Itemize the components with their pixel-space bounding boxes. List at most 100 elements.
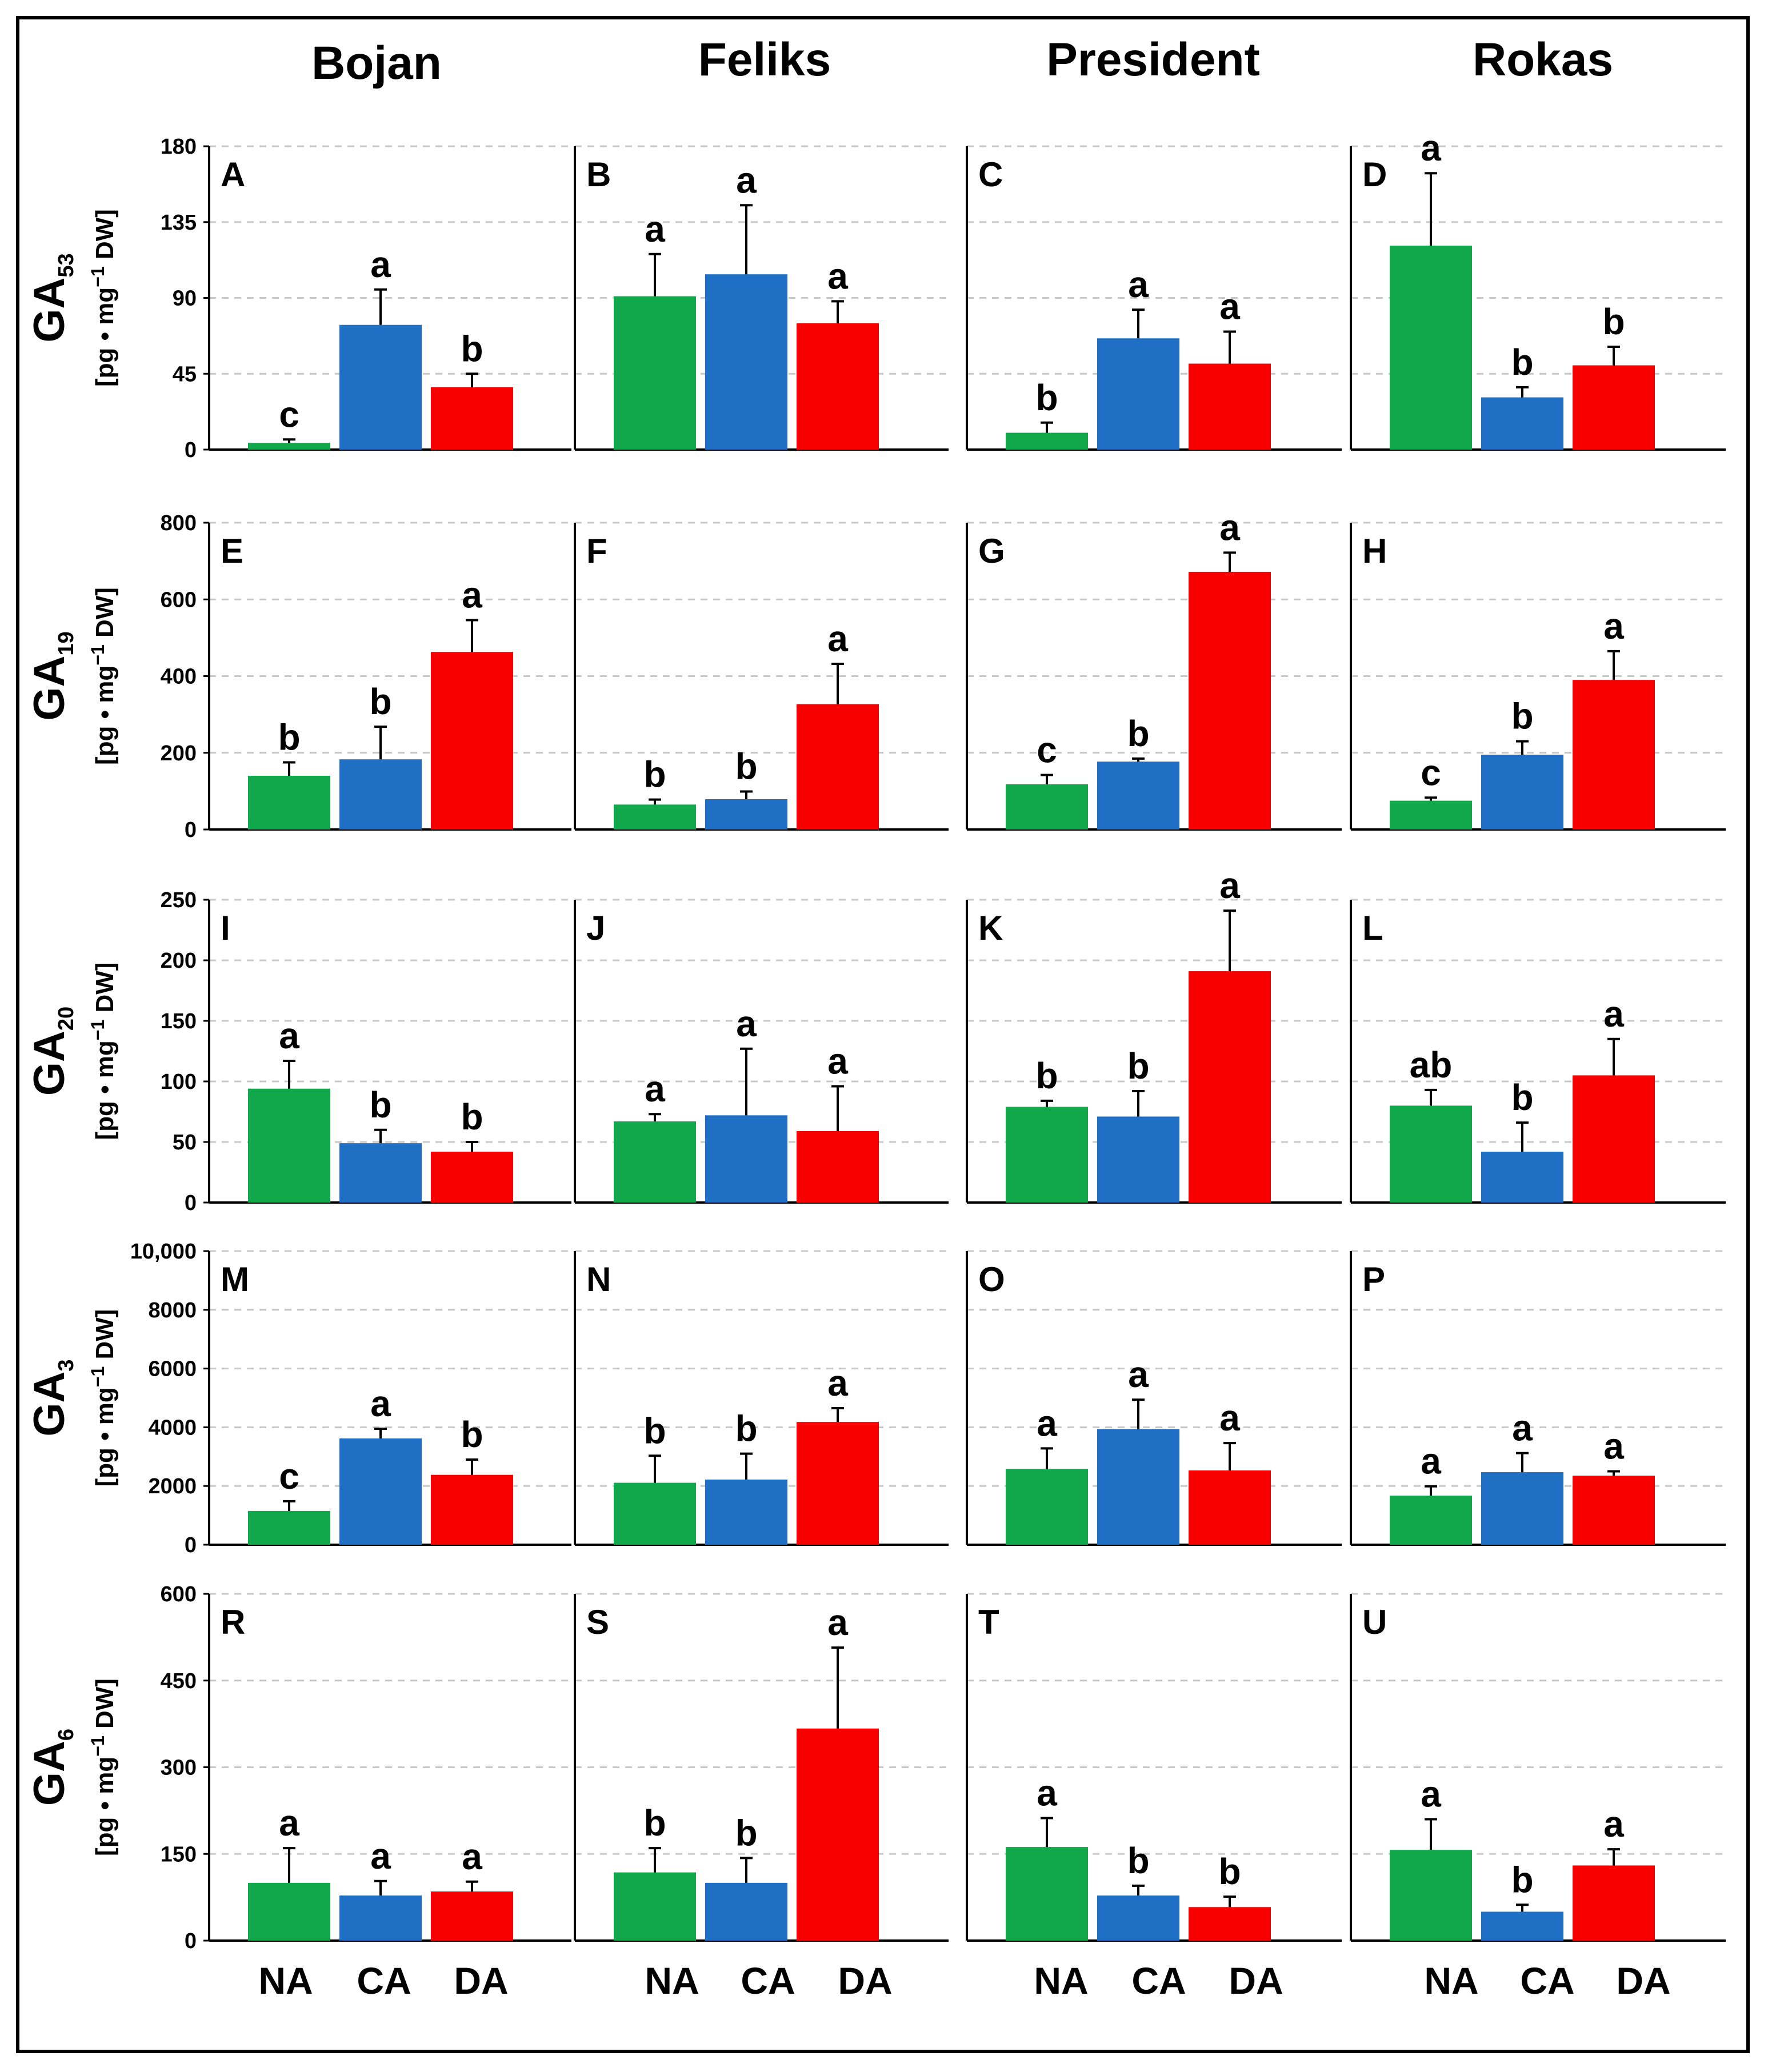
y-tick-label: 150 — [161, 1009, 197, 1033]
bar-da — [1189, 971, 1271, 1203]
y-tick-label: 0 — [185, 1191, 197, 1215]
bar-ca — [1481, 1911, 1563, 1941]
significance-letter: b — [461, 328, 483, 369]
panel-i: 0 50 100 150 200 250 Ia b b — [161, 888, 571, 1215]
bar-ca — [1097, 338, 1179, 450]
panel-s: Sb b a — [574, 1593, 949, 1942]
hormone-label: GA20 — [25, 1007, 78, 1096]
bar-ca — [1481, 1151, 1563, 1203]
hormone-label: GA3 — [25, 1359, 78, 1436]
x-label-president-da: DA — [1229, 1959, 1283, 2002]
significance-letter: a — [1421, 1441, 1441, 1482]
significance-letter: a — [827, 1040, 848, 1081]
bar-da — [431, 1891, 513, 1941]
significance-letter: a — [1421, 127, 1441, 169]
bar-ca — [1097, 1895, 1179, 1941]
significance-letter: b — [369, 681, 391, 722]
y-tick-label: 0 — [185, 438, 197, 462]
column-title-rokas: Rokas — [1473, 34, 1613, 86]
y-tick-label: 45 — [173, 362, 197, 386]
panel-letter: S — [586, 1603, 609, 1641]
significance-letter: b — [643, 754, 666, 795]
bar-ca — [1097, 1429, 1179, 1545]
bar-da — [797, 1422, 879, 1545]
panel-c: Cb a a — [966, 145, 1342, 451]
column-title-president: President — [1046, 34, 1260, 86]
bar-na — [614, 804, 696, 829]
panel-letter: P — [1362, 1260, 1385, 1298]
y-tick-label: 600 — [161, 1582, 197, 1606]
bar-da — [797, 323, 879, 450]
panel-t: Ta b b — [966, 1593, 1342, 1942]
panel-letter: B — [586, 155, 611, 194]
unit-label: [pg • mg−1 DW] — [87, 963, 119, 1140]
y-tick-label: 200 — [161, 949, 197, 973]
bar-da — [1189, 363, 1271, 450]
panel-letter: A — [221, 155, 245, 194]
bar-ca — [705, 1115, 787, 1203]
panel-letter: R — [221, 1603, 245, 1641]
bar-ca — [705, 1479, 787, 1545]
bar-ca — [1481, 1472, 1563, 1545]
significance-letter: a — [1421, 1774, 1441, 1815]
bar-da — [1573, 1075, 1655, 1203]
y-tick-label: 10,000 — [130, 1240, 197, 1264]
significance-letter: b — [643, 1410, 666, 1451]
y-tick-label: 800 — [161, 511, 197, 535]
unit-label: [pg • mg−1 DW] — [87, 209, 119, 387]
panel-letter: M — [221, 1260, 249, 1298]
bar-da — [431, 652, 513, 829]
bar-da — [431, 1474, 513, 1545]
bar-da — [431, 387, 513, 450]
panel-letter: F — [586, 532, 607, 570]
panel-letter: N — [586, 1260, 611, 1298]
bar-da — [1189, 1907, 1271, 1941]
y-tick-label: 90 — [173, 287, 197, 311]
y-tick-label: 450 — [161, 1669, 197, 1693]
unit-label: [pg • mg−1 DW] — [87, 1309, 119, 1487]
significance-letter: a — [1037, 1773, 1057, 1814]
panel-letter: J — [586, 909, 605, 947]
significance-letter: a — [1603, 606, 1624, 647]
significance-letter: a — [827, 1602, 848, 1643]
significance-letter: b — [735, 746, 757, 787]
y-tick-label: 0 — [185, 1533, 197, 1557]
row-label-ga6: GA6 [pg • mg−1 DW] — [25, 1678, 119, 1856]
significance-letter: a — [1512, 1408, 1533, 1449]
x-label-feliks-da: DA — [838, 1959, 892, 2002]
y-tick-label: 250 — [161, 888, 197, 912]
x-label-bojan-na: NA — [258, 1959, 313, 2002]
significance-letter: a — [1037, 1402, 1057, 1444]
significance-letter: a — [1128, 1354, 1149, 1395]
bar-ca — [339, 759, 422, 829]
y-tick-label: 150 — [161, 1842, 197, 1866]
significance-letter: b — [461, 1414, 483, 1455]
bar-ca — [705, 274, 787, 450]
significance-letter: a — [827, 618, 848, 659]
significance-letter: a — [645, 1068, 665, 1109]
significance-letter: a — [736, 1003, 757, 1044]
y-tick-label: 200 — [161, 742, 197, 766]
panel-h: Hc b a — [1350, 522, 1726, 831]
significance-letter: a — [1219, 865, 1240, 906]
panel-g: Gc b a — [966, 507, 1342, 831]
significance-letter: a — [1603, 993, 1624, 1035]
y-tick-label: 6000 — [148, 1357, 197, 1381]
bar-na — [1390, 1105, 1472, 1203]
row-label-ga20: GA20 [pg • mg−1 DW] — [25, 963, 119, 1140]
panel-k: Kb b a — [966, 865, 1342, 1204]
significance-letter: a — [827, 1362, 848, 1404]
bar-na — [1390, 1850, 1472, 1941]
bar-na — [614, 1121, 696, 1203]
bar-na — [248, 776, 330, 829]
column-title-feliks: Feliks — [698, 34, 831, 86]
bar-na — [614, 1482, 696, 1545]
panel-letter: I — [221, 909, 230, 947]
significance-letter: a — [370, 244, 391, 285]
panels: 04590135180AcabBaaaCbaaDabb0200400600800… — [130, 127, 1726, 1953]
panel-r: 0 150 300 450 600 Ra a a — [161, 1582, 571, 1953]
bar-na — [248, 443, 330, 450]
panel-letter: G — [978, 532, 1005, 570]
panel-j: Ja a a — [574, 899, 949, 1204]
